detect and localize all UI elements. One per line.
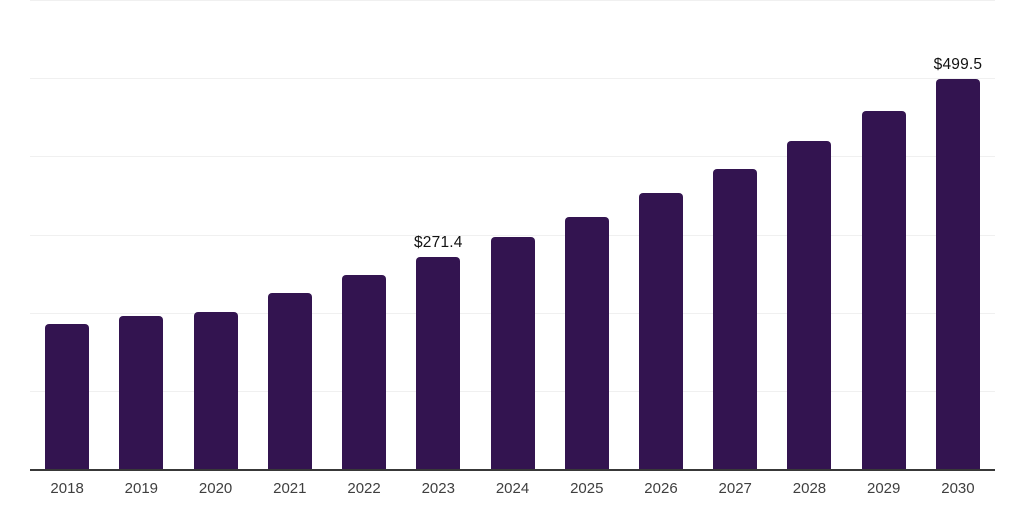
bar-2030	[935, 78, 980, 469]
x-tick-label-2029: 2029	[867, 480, 901, 497]
x-tick-label-2022: 2022	[347, 480, 381, 497]
x-tick-label-2020: 2020	[198, 480, 233, 497]
bar-2028	[787, 141, 832, 469]
gridline-500	[30, 78, 995, 80]
bar-2027	[713, 168, 758, 469]
bar-slot-2025	[550, 0, 624, 469]
bar-2029	[861, 111, 906, 469]
bar-2025	[564, 216, 609, 469]
gridline-300	[30, 234, 995, 236]
x-tick-label-2024: 2024	[495, 480, 530, 497]
gridline-400	[30, 156, 995, 158]
x-tick-label-2023: 2023	[421, 480, 455, 497]
bar-slot-2023: $271.4	[401, 0, 475, 469]
x-tick-label-2025: 2025	[570, 480, 604, 497]
bar-slot-2030: $499.5	[921, 0, 995, 469]
x-tick-label-2026: 2026	[644, 480, 678, 497]
bar-slot-2029	[847, 0, 921, 469]
bar-2020	[193, 311, 238, 469]
bar-2024	[490, 236, 535, 469]
data-label-2023: $271.4	[413, 233, 463, 251]
bar-slot-2019	[104, 0, 178, 469]
bar-slot-2018	[30, 0, 104, 469]
bar-2019	[119, 315, 164, 469]
bar-2023	[416, 256, 461, 469]
x-tick-label-2021: 2021	[273, 480, 307, 497]
plot-area: $271.4 $499.5	[30, 0, 995, 471]
bar-2018	[45, 324, 90, 469]
x-tick-label-2018: 2018	[50, 480, 84, 497]
bar-slot-2022	[327, 0, 401, 469]
x-tick-label-2019: 2019	[124, 480, 159, 497]
bar-slot-2028	[772, 0, 846, 469]
bar-2022	[342, 275, 387, 469]
bar-slot-2027	[698, 0, 772, 469]
x-tick-label-2027: 2027	[718, 480, 752, 497]
bar-slot-2024	[475, 0, 549, 469]
x-axis: 2018 2019 2020 2021 2022 2023 2024 2025 2026 2027…	[30, 480, 995, 497]
gridline-600	[30, 0, 995, 1]
bar-slot-2026	[624, 0, 698, 469]
bar-slot-2020	[178, 0, 252, 469]
bar-2021	[267, 293, 312, 469]
x-tick-label-2030: 2030	[941, 480, 975, 497]
data-label-2030: $499.5	[933, 55, 983, 73]
bar-2026	[638, 193, 683, 469]
bar-slot-2021	[253, 0, 327, 469]
bars-layer: $271.4 $499.5	[30, 0, 995, 469]
x-tick-label-2028: 2028	[792, 480, 827, 497]
